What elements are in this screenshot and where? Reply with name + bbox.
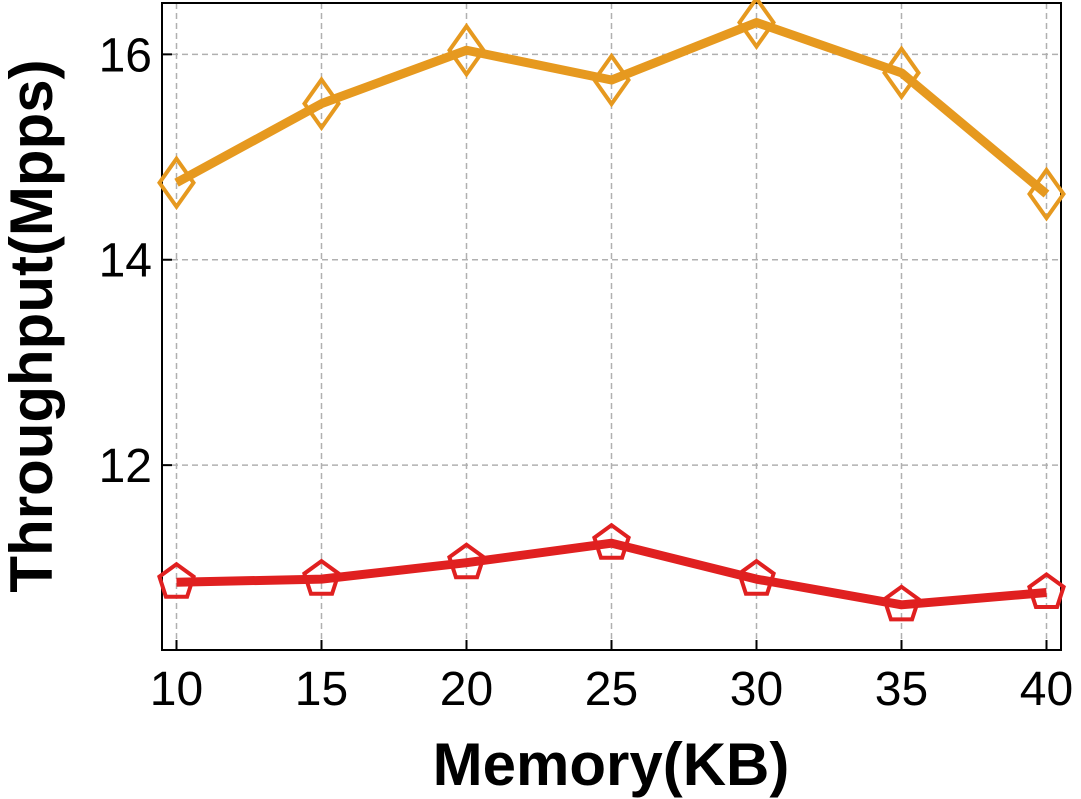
point-marker [157, 561, 196, 599]
point-marker [302, 76, 341, 132]
point-marker [592, 52, 631, 108]
point-marker [1027, 572, 1066, 610]
y-tick-label: 12 [99, 440, 152, 493]
series-line [176, 538, 1047, 610]
point-marker [882, 584, 921, 622]
point-marker [737, 0, 776, 50]
x-tick-label: 10 [150, 663, 203, 716]
x-tick-label: 40 [1020, 663, 1073, 716]
x-tick-label: 30 [730, 663, 783, 716]
y-tick-label: 16 [99, 29, 152, 82]
point-marker [1027, 166, 1066, 222]
point-marker [592, 522, 631, 560]
point-marker [302, 558, 341, 596]
x-tick-label: 15 [295, 663, 348, 716]
point-marker [737, 558, 776, 596]
series-line [174, 18, 1050, 198]
x-axis-label: Memory(KB) [433, 731, 790, 798]
x-tick-label: 20 [440, 663, 493, 716]
y-tick-label: 14 [99, 235, 152, 288]
point-marker [447, 22, 486, 78]
point-marker [882, 45, 921, 101]
x-tick-label: 35 [875, 663, 928, 716]
y-axis-label: Throughput(Mpps) [0, 59, 65, 592]
x-tick-label: 25 [585, 663, 638, 716]
point-marker [157, 155, 196, 211]
plot-frame [161, 2, 1062, 651]
point-marker [447, 542, 486, 580]
